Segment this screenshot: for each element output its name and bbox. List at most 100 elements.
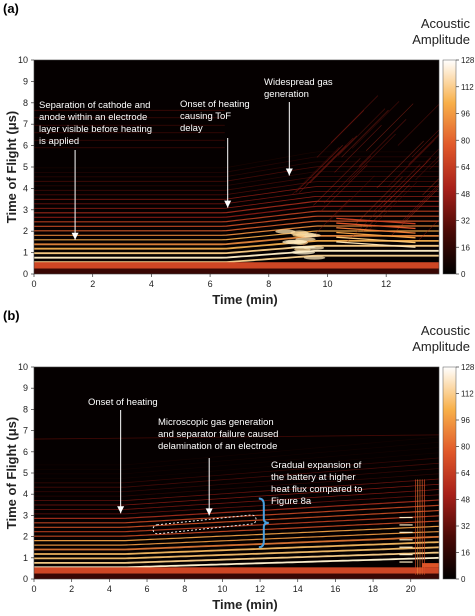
annotation-heating-onset-text: causing ToF	[180, 111, 231, 122]
panel-a-gas-blob	[290, 230, 309, 236]
panel-b-echo-band	[34, 541, 439, 555]
annotation-gas-generation-arrow-head	[285, 168, 293, 176]
panel-b-ytick-label: 0	[23, 574, 28, 584]
annotation-heating-onset-text: delay	[180, 123, 203, 134]
panel-a-gas-streak	[337, 108, 386, 156]
panel-a-echo-band	[34, 181, 439, 196]
panel-a-gas-streak	[366, 103, 414, 151]
annotation-gas-failure-text: delamination of an electrode	[158, 441, 277, 452]
panel-a-crest	[336, 236, 416, 244]
panel-b-ytick-label: 7	[23, 426, 28, 436]
panel-a-crest	[336, 241, 416, 248]
panel-a-gas-streak	[383, 157, 431, 206]
panel-a-ytick-label: 1	[23, 248, 28, 258]
panel-b-echo-band	[34, 520, 439, 537]
annotation-heating-onset-text: Onset of heating	[180, 99, 250, 110]
panel-b-echo-band	[34, 468, 439, 493]
panel-a-gas-streak	[390, 188, 439, 237]
panel-b-colorbar-tick-label: 112	[461, 390, 474, 399]
annotation-heating-onset-text: Onset of heating	[88, 397, 158, 408]
panel-b-echo-band	[34, 551, 439, 564]
panel-b-ytick-label: 4	[23, 489, 28, 499]
panel-a-colorbar-ticks: 0 16 32 48 64 80 96 112 128	[456, 56, 475, 279]
panel-a-colorbar-tick-label: 64	[461, 163, 470, 172]
panel-b-echo-band	[34, 504, 439, 524]
annotation-expansion-text: Gradual expansion of	[271, 460, 362, 471]
panel-a-xlabel: Time (min)	[212, 292, 278, 307]
annotation-delamination-outline	[152, 514, 257, 535]
panel-a-colorbar-tick-label: 48	[461, 190, 470, 199]
panel-a-gas-streak	[404, 185, 439, 221]
annotation-cathode-separation-text: Separation of cathode and	[39, 100, 150, 111]
panel-b-xlabel: Time (min)	[212, 597, 278, 612]
panel-b-ytick-label: 10	[18, 362, 28, 372]
panel-b-echo-band	[34, 478, 439, 502]
panel-b-colorbar-tick-label: 32	[461, 522, 470, 531]
panel-a-ytick-label: 2	[23, 226, 28, 236]
panel-b-echo-band	[34, 441, 439, 470]
panel-a-gas-streak	[401, 183, 439, 222]
annotation-heating-onset-arrow-head	[224, 200, 232, 208]
panel-a-xtick-label: 10	[322, 279, 332, 289]
panel-b-echo-band	[34, 546, 439, 560]
panel-b-xtick-label: 20	[406, 584, 416, 594]
panel-a-gas-streak	[341, 109, 389, 158]
panel-a-surface-band	[34, 262, 439, 269]
panel-a-gas-blob	[285, 239, 308, 244]
annotation-gas-failure-arrow-head	[205, 508, 213, 516]
panel-a-echo-band	[34, 210, 439, 223]
panel-a-crest	[336, 231, 416, 239]
panel-b-echo-band	[34, 473, 439, 497]
panel-b-xtick-label: 16	[330, 584, 340, 594]
panel-a-gas-streak	[429, 159, 439, 170]
panel-b-xtick-label: 2	[69, 584, 74, 594]
annotation-cathode-separation-text: layer visible before heating	[39, 124, 152, 135]
panel-a-colorbar-title-1: Acoustic	[421, 16, 471, 31]
panel-b-surface-band	[34, 567, 439, 574]
panel-a-gas-streak	[320, 164, 368, 213]
annotation-cathode-separation-text: anode within an electrode	[39, 112, 147, 123]
panel-b-colorbar-tick-label: 48	[461, 496, 470, 505]
panel-a-crest	[336, 217, 416, 225]
panel-b-colorbar-tick-label: 0	[461, 575, 466, 584]
panel-a-gas-streak	[422, 178, 439, 196]
panel-b-ytick-label: 1	[23, 553, 28, 563]
panel-a-gas-streak	[327, 175, 375, 224]
panel-a-ytick-label: 3	[23, 205, 28, 215]
panel-a-gas-streak	[334, 125, 382, 173]
panel-a-gas-streak	[313, 158, 361, 206]
panel-a-xtick-label: 6	[208, 279, 213, 289]
panel-b-colorbar-tick-label: 64	[461, 469, 470, 478]
panel-b-echo-band	[34, 525, 439, 542]
panel-a-gas-streak	[292, 147, 340, 195]
panel-a-echo-band	[34, 249, 439, 259]
panel-a-colorbar-tick-label: 128	[461, 56, 475, 65]
panel-a-echo-band	[34, 205, 439, 218]
panel-a-echo-band	[34, 190, 439, 205]
panel-a-echo-band	[34, 161, 439, 178]
panel-a-gas-streak	[316, 110, 365, 158]
panel-a-colorbar-tick-label: 112	[461, 83, 474, 92]
panel-b-xtick-label: 10	[217, 584, 227, 594]
annotation-expansion-text: the battery at higher	[271, 472, 356, 483]
panel-a-echo-band	[34, 195, 439, 209]
annotation-heating-onset-arrow-head	[117, 506, 125, 514]
panel-a-echo-band	[34, 234, 439, 246]
panel-a-gas-blob	[290, 250, 316, 255]
panel-b-colorbar-title-1: Acoustic	[421, 323, 471, 338]
panel-b-ytick-label: 2	[23, 532, 28, 542]
panel-a-echo-band	[34, 176, 439, 191]
panel-b-xtick-label: 4	[107, 584, 112, 594]
annotation-gas-failure-text: and separator failure caused	[158, 429, 278, 440]
panel-a-gas-streak	[295, 145, 343, 193]
panel-b-colorbar-tick-label: 80	[461, 443, 470, 452]
panel-b-echo-band	[34, 556, 439, 569]
panel-a-gas-streak	[355, 176, 403, 225]
panel-a-echo-band	[34, 200, 439, 214]
panel-b-echo-band	[34, 457, 439, 484]
panel-a-gas-streak	[330, 95, 379, 143]
panel-a-echo-band	[34, 156, 439, 173]
panel-b-ylabel: Time of Flight (μs)	[4, 417, 19, 529]
